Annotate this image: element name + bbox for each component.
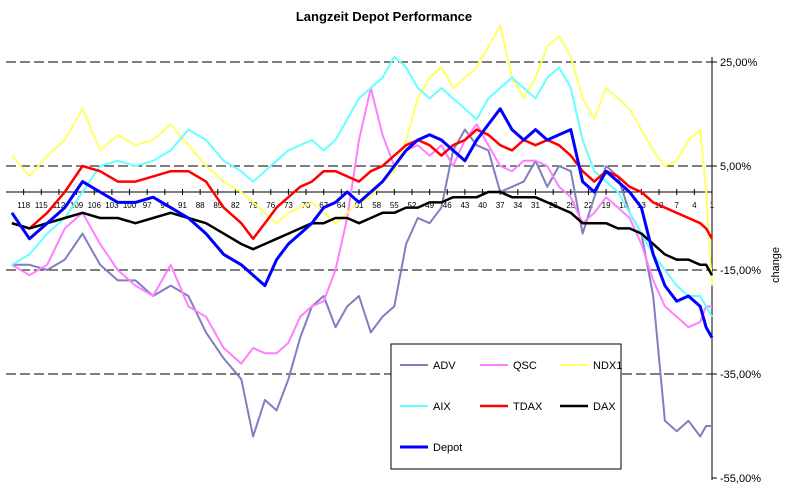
y-tick-label: 25,00% (720, 57, 758, 69)
x-tick-label: 46 (443, 201, 452, 210)
x-tick-label: 58 (372, 201, 381, 210)
legend-label-tdax: TDAX (513, 401, 543, 413)
legend-label-aix: AIX (433, 401, 451, 413)
x-tick-label: 85 (213, 201, 222, 210)
x-tick-label: 31 (531, 201, 540, 210)
x-tick-label: 109 (70, 201, 84, 210)
y-tick-label: -35,00% (720, 369, 761, 381)
series-lines (10, 24, 714, 438)
legend-label-dax: DAX (593, 401, 616, 413)
series-line-ndx1 (11, 24, 713, 286)
x-tick-label: 52 (407, 201, 416, 210)
x-tick-label: 112 (53, 201, 66, 210)
x-tick-label: 73 (284, 201, 293, 210)
x-tick-label: 118 (17, 201, 30, 210)
x-tick-label: 91 (178, 201, 187, 210)
legend-label-adv: ADV (433, 360, 456, 372)
x-tick-label: 16 (619, 201, 628, 210)
series-line-aix (11, 55, 713, 318)
series-line-dax (11, 190, 714, 276)
x-tick-label: 115 (35, 201, 48, 210)
x-tick-label: 25 (566, 201, 575, 210)
x-tick-label: 49 (425, 201, 434, 210)
x-tick-label: 106 (88, 201, 102, 210)
x-tick-label: 7 (674, 201, 679, 210)
x-tick-label: 82 (231, 201, 240, 210)
x-tick-label: 61 (355, 201, 364, 210)
series-line-depot (10, 107, 714, 339)
x-tick-label: 22 (584, 201, 593, 210)
x-tick-label: 43 (460, 201, 469, 210)
legend: ADV QSC NDX1 AIX TDAX DAX Depot (390, 343, 622, 470)
x-tick-label: 1 (710, 201, 715, 210)
x-tick-label: 40 (478, 201, 487, 210)
x-tick-label: 103 (105, 201, 119, 210)
x-tick-label: 76 (266, 201, 275, 210)
x-tick-label: 4 (692, 201, 697, 210)
x-tick-label: 67 (319, 201, 328, 210)
x-tick-label: 79 (249, 201, 258, 210)
y-tick-label: 5,00% (720, 161, 751, 173)
series-line-tdax (11, 128, 714, 241)
series-line-qsc (11, 87, 712, 365)
x-tick-label: 55 (390, 201, 399, 210)
x-tick-label: 37 (496, 201, 505, 210)
y-tick-label: -55,00% (720, 473, 761, 485)
x-tick-label: 34 (513, 201, 522, 210)
x-tick-label: 88 (196, 201, 205, 210)
legend-label-depot: Depot (433, 442, 462, 454)
y-tick-label: -15,00% (720, 265, 761, 277)
legend-items: ADV QSC NDX1 AIX TDAX DAX Depot (400, 360, 622, 454)
legend-label-ndx1: NDX1 (593, 360, 622, 372)
x-tick-label: 19 (602, 201, 611, 210)
x-tick-label: 100 (123, 201, 137, 210)
legend-label-qsc: QSC (513, 360, 537, 372)
y-axis-ticks: 25,00% 5,00% -15,00% -35,00% -55,00% (712, 57, 761, 485)
x-tick-label: 64 (337, 201, 346, 210)
chart-title: Langzeit Depot Performance (296, 9, 472, 24)
y-axis-title: change (770, 247, 782, 283)
x-tick-label: 97 (143, 201, 152, 210)
